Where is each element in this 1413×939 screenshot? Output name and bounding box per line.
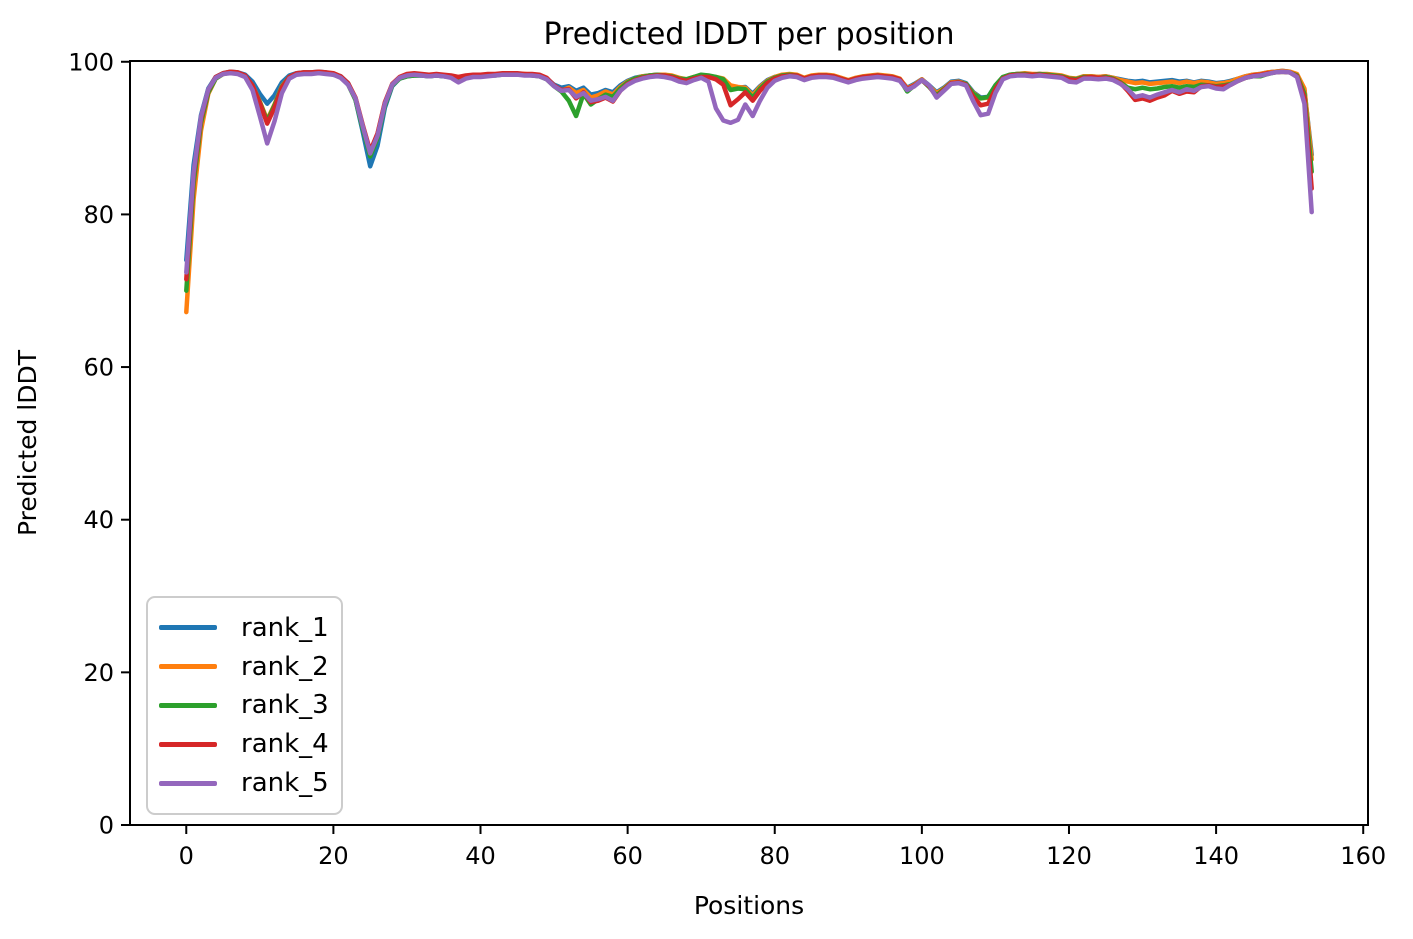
legend-label: rank_5: [241, 768, 329, 799]
x-tick-label: 140: [1193, 842, 1239, 870]
y-tick-label: 40: [83, 506, 114, 534]
legend-item: rank_2: [148, 654, 341, 680]
x-axis-label: Positions: [694, 891, 804, 920]
y-tick-label: 100: [68, 48, 114, 76]
x-tick-label: 60: [612, 842, 643, 870]
series-lines: [184, 68, 1314, 315]
y-axis-ticks: 0 20 40 60 80 100: [68, 48, 130, 840]
x-tick-label: 100: [899, 842, 945, 870]
legend-label: rank_2: [241, 651, 329, 682]
plot-frame: [129, 60, 1369, 826]
legend-item: rank_5: [148, 770, 341, 796]
legend-label: rank_4: [241, 729, 329, 760]
y-tick-label: 60: [83, 354, 114, 382]
x-tick-label: 80: [759, 842, 790, 870]
plot-border: [129, 60, 1369, 826]
y-axis-label: Predicted lDDT: [13, 349, 42, 536]
x-axis-ticks: 0 20 40 60 80 100 120 140 160: [179, 825, 1386, 870]
y-tick-label: 20: [83, 659, 114, 687]
x-tick-label: 0: [179, 842, 194, 870]
y-tick-label: 80: [83, 201, 114, 229]
x-tick-label: 120: [1046, 842, 1092, 870]
x-tick-label: 40: [465, 842, 496, 870]
legend-label: rank_3: [241, 690, 329, 721]
legend-line-swatch: [159, 625, 217, 631]
legend-label: rank_1: [241, 612, 329, 643]
legend-item: rank_3: [148, 692, 341, 718]
legend-item: rank_1: [148, 615, 341, 641]
legend-line-swatch: [159, 702, 217, 708]
legend-line-swatch: [159, 664, 217, 670]
series-line-rank_5: [184, 69, 1314, 275]
legend-item: rank_4: [148, 731, 341, 757]
legend-line-swatch: [159, 741, 217, 747]
legend: rank_1 rank_2 rank_3 rank_4 rank_5: [146, 596, 343, 815]
x-tick-label: 20: [318, 842, 349, 870]
legend-line-swatch: [159, 780, 217, 786]
y-tick-label: 0: [99, 812, 114, 840]
chart-title: Predicted lDDT per position: [544, 17, 955, 52]
x-tick-label: 160: [1340, 842, 1386, 870]
